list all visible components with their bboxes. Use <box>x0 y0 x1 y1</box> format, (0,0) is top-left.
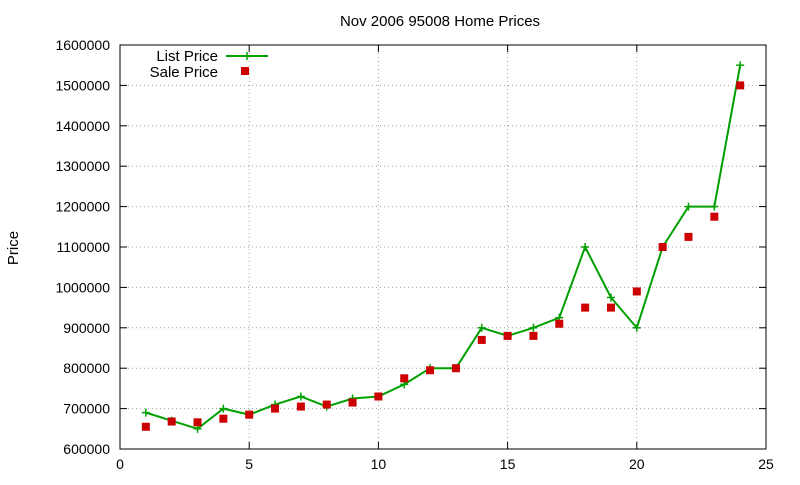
list-price-point <box>632 323 641 332</box>
legend-marker-list-price <box>243 52 251 60</box>
y-tick-label: 1000000 <box>55 279 110 295</box>
list-price-line <box>145 65 742 430</box>
y-tick-label: 800000 <box>63 360 110 376</box>
x-tick-label: 25 <box>758 456 774 472</box>
list-price-point <box>684 202 693 211</box>
x-tick-label: 10 <box>371 456 387 472</box>
sale-price-point <box>245 410 254 419</box>
y-tick-label: 1500000 <box>55 77 110 93</box>
sale-price-point <box>271 404 280 413</box>
sale-price-point <box>374 392 383 401</box>
x-tick-label: 15 <box>500 456 516 472</box>
y-tick-label: 600000 <box>63 441 110 457</box>
sale-price-point <box>736 81 745 90</box>
series <box>141 61 745 433</box>
sale-price-point <box>658 243 667 251</box>
sale-price-point <box>296 402 305 411</box>
x-tick-label: 5 <box>245 456 253 472</box>
y-tick-label: 1200000 <box>55 199 110 215</box>
sale-price-point <box>451 364 460 373</box>
y-tick-label: 1400000 <box>55 118 110 134</box>
sale-price-point <box>606 303 615 312</box>
legend-marker-sale-price <box>241 67 249 75</box>
legend-label-sale-price: Sale Price <box>150 64 218 81</box>
x-tick-label: 20 <box>629 456 645 472</box>
list-price-point <box>477 323 486 332</box>
list-price-point <box>219 404 228 413</box>
sale-price-point <box>477 335 486 344</box>
list-price-point <box>581 243 590 251</box>
sale-price-point <box>503 331 512 340</box>
sale-price-point <box>219 414 228 423</box>
y-tick-label: 1100000 <box>57 239 111 255</box>
y-tick-label: 1600000 <box>55 37 110 53</box>
sale-price-point <box>632 287 641 296</box>
sale-price-point <box>581 303 590 312</box>
list-price-point <box>296 392 305 401</box>
list-price-point <box>529 323 538 332</box>
list-price-point <box>606 293 615 302</box>
sale-price-point <box>426 366 435 375</box>
list-price-point <box>710 202 719 211</box>
sale-price-point <box>710 212 719 221</box>
legend: List Price Sale Price <box>150 48 268 81</box>
y-tick-label: 900000 <box>63 320 110 336</box>
sale-price-point <box>555 319 564 328</box>
sale-price-point <box>193 418 202 427</box>
list-price-point <box>736 61 745 70</box>
y-axis-label: Price <box>5 231 22 265</box>
grid <box>120 45 766 449</box>
legend-label-list-price: List Price <box>156 48 218 65</box>
chart-title: Nov 2006 95008 Home Prices <box>340 13 540 30</box>
sale-price-point <box>348 398 357 407</box>
y-tick-label: 1300000 <box>55 158 110 174</box>
sale-price-point <box>400 374 409 383</box>
axes: 0 5 10 15 20 25 600000 700000 800000 900000 100000… <box>55 37 774 472</box>
sale-price-point <box>141 422 150 431</box>
sale-price-point <box>322 400 331 409</box>
list-price-point <box>141 408 150 417</box>
sale-price-point <box>684 232 693 241</box>
sale-price-point <box>167 417 176 426</box>
x-tick-label: 0 <box>116 456 124 472</box>
y-tick-label: 700000 <box>63 401 110 417</box>
sale-price-point <box>529 331 538 340</box>
